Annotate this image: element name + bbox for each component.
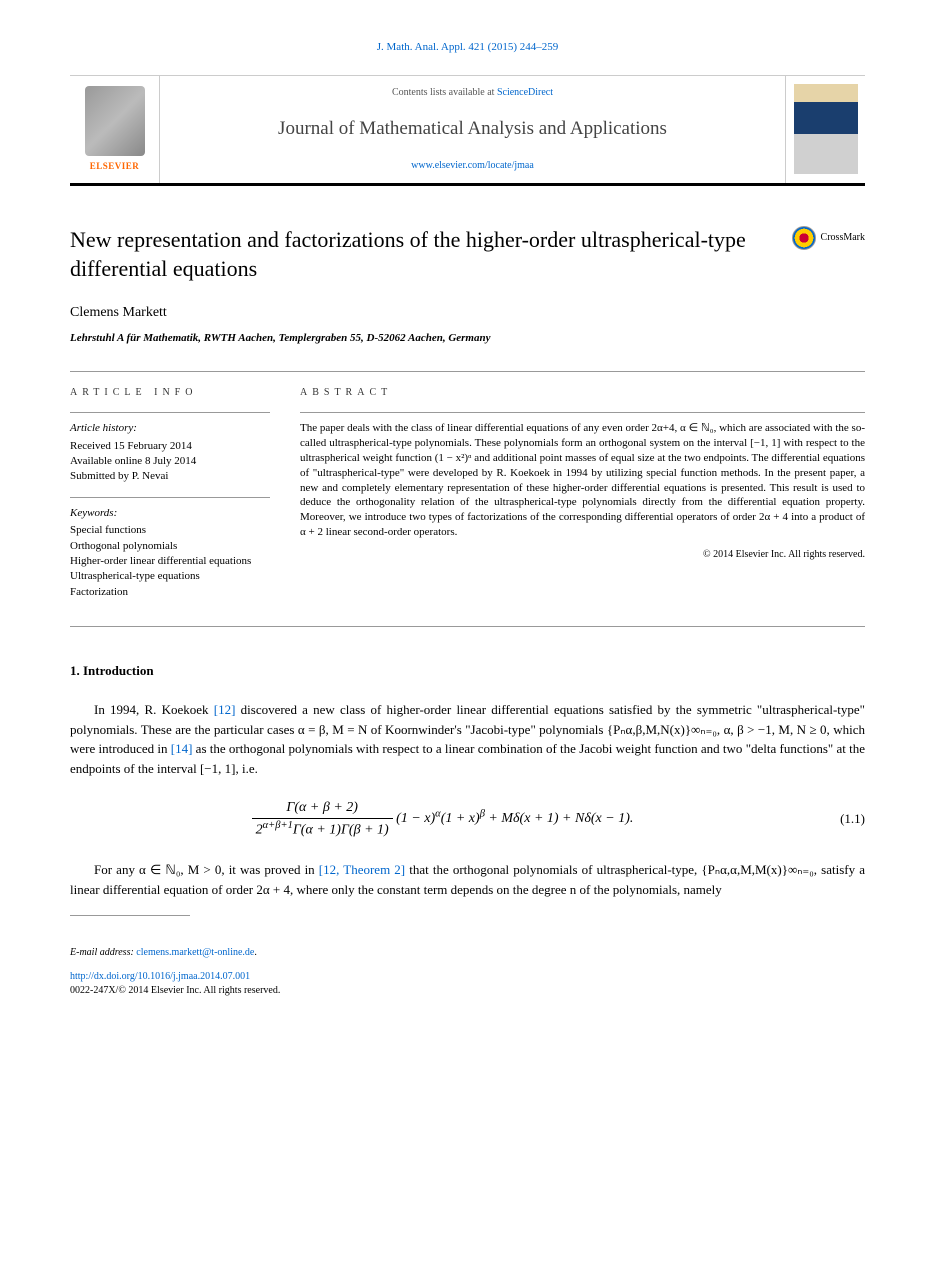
equation-1-1: Γ(α + β + 2) 2α+β+1Γ(α + 1)Γ(β + 1) (1 −… [70,798,865,840]
history-line: Received 15 February 2014 [70,439,270,454]
email-line: E-mail address: clemens.markett@t-online… [70,946,865,960]
elsevier-text: ELSEVIER [90,160,140,173]
history-line: Submitted by P. Nevai [70,469,270,484]
intro-paragraph-2: For any α ∈ ℕ₀, M > 0, it was proved in … [70,860,865,899]
history-title: Article history: [70,421,270,436]
abstract-label: abstract [300,386,865,400]
footer-separator [70,915,190,916]
section-heading-intro: 1. Introduction [70,662,865,680]
cover-image [794,84,858,174]
keyword: Factorization [70,585,270,600]
article-info-label: article info [70,386,270,400]
history-line: Available online 8 July 2014 [70,454,270,469]
equation-number: (1.1) [815,810,865,828]
author-affiliation: Lehrstuhl A für Mathematik, RWTH Aachen,… [70,331,865,346]
keywords-title: Keywords: [70,506,270,521]
abstract-copyright: © 2014 Elsevier Inc. All rights reserved… [300,548,865,562]
sciencedirect-link[interactable]: ScienceDirect [497,87,553,98]
crossmark-badge[interactable]: CrossMark [792,226,865,250]
author-name: Clemens Markett [70,303,865,323]
journal-header: ELSEVIER Contents lists available at Sci… [70,75,865,186]
contents-lists-line: Contents lists available at ScienceDirec… [180,86,765,100]
journal-url-link[interactable]: www.elsevier.com/locate/jmaa [180,159,765,173]
journal-cover-thumbnail[interactable] [785,76,865,183]
keyword: Ultraspherical-type equations [70,569,270,584]
keyword: Special functions [70,523,270,538]
keyword: Higher-order linear differential equatio… [70,554,270,569]
abstract-column: abstract The paper deals with the class … [290,372,865,626]
citation-link[interactable]: [12] [214,702,236,717]
article-info-column: article info Article history: Received 1… [70,372,290,626]
citation-link[interactable]: [12, Theorem 2] [319,862,405,877]
crossmark-label: CrossMark [821,231,865,245]
doi-link[interactable]: http://dx.doi.org/10.1016/j.jmaa.2014.07… [70,971,250,982]
citation-link[interactable]: [14] [171,741,193,756]
issn-copyright: 0022-247X/© 2014 Elsevier Inc. All right… [70,984,865,998]
author-email-link[interactable]: clemens.markett@t-online.de [136,947,254,958]
journal-reference: J. Math. Anal. Appl. 421 (2015) 244–259 [70,40,865,55]
keyword: Orthogonal polynomials [70,539,270,554]
article-title: New representation and factorizations of… [70,226,792,283]
abstract-text: The paper deals with the class of linear… [300,412,865,540]
elsevier-logo[interactable]: ELSEVIER [70,76,160,183]
intro-paragraph-1: In 1994, R. Koekoek [12] discovered a ne… [70,700,865,778]
crossmark-icon [792,226,816,250]
elsevier-tree-icon [85,86,145,156]
journal-name: Journal of Mathematical Analysis and App… [180,104,765,155]
